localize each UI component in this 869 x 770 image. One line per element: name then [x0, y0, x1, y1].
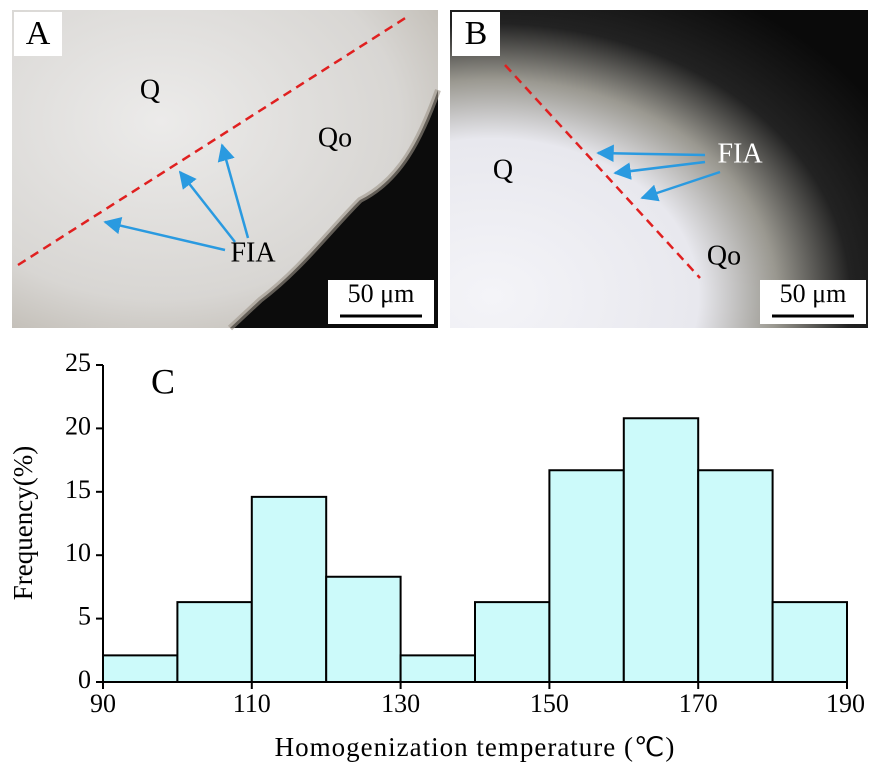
photo-a: A Q Qo FIA 50 μm — [12, 10, 438, 328]
bar — [773, 602, 847, 682]
x-tick-label: 110 — [233, 689, 271, 718]
y-tick-label: 5 — [78, 602, 91, 631]
bar — [624, 418, 698, 682]
bar — [698, 470, 772, 682]
annotation: FIA — [230, 237, 276, 268]
bar — [103, 655, 177, 682]
annotation: FIA — [717, 138, 763, 169]
scale-bar-label: 50 μm — [348, 279, 415, 308]
bar — [549, 470, 623, 682]
histogram-chart: C Homogenization temperature (℃) Frequen… — [8, 348, 865, 762]
photo-b: B Q Qo FIA 50 μm — [450, 10, 868, 328]
y-tick-label: 20 — [65, 411, 91, 440]
x-tick-label: 150 — [530, 689, 569, 718]
bar — [475, 602, 549, 682]
annotation: Q — [493, 154, 513, 185]
page: A Q Qo FIA 50 μm B Q Qo FIA 50 μm C Homo… — [0, 0, 869, 770]
x-axis-label: Homogenization temperature (℃) — [275, 732, 676, 762]
y-tick-label: 25 — [65, 348, 91, 377]
x-tick-label: 130 — [381, 689, 420, 718]
y-tick-label: 15 — [65, 475, 91, 504]
scale-bar-label: 50 μm — [780, 279, 847, 308]
bar — [401, 655, 475, 682]
bar — [326, 577, 400, 682]
annotation: Qo — [318, 122, 352, 153]
y-tick-label: 10 — [65, 538, 91, 567]
x-tick-label: 90 — [90, 689, 116, 718]
annotation: Qo — [707, 240, 741, 271]
bar — [177, 602, 251, 682]
panel-label: C — [151, 361, 175, 401]
figure: A Q Qo FIA 50 μm B Q Qo FIA 50 μm C Homo… — [0, 0, 869, 770]
panel-label: B — [465, 15, 488, 52]
annotation: Q — [140, 74, 160, 105]
bar — [252, 497, 326, 682]
x-tick-label: 170 — [679, 689, 718, 718]
x-tick-label: 190 — [826, 689, 865, 718]
panel-label: A — [26, 15, 51, 52]
y-axis-label: Frequency(%) — [8, 446, 38, 600]
